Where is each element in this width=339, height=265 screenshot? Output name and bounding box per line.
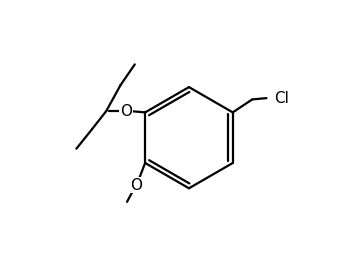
Text: O: O [130, 178, 142, 193]
Text: O: O [120, 104, 132, 119]
Text: Cl: Cl [274, 91, 289, 106]
